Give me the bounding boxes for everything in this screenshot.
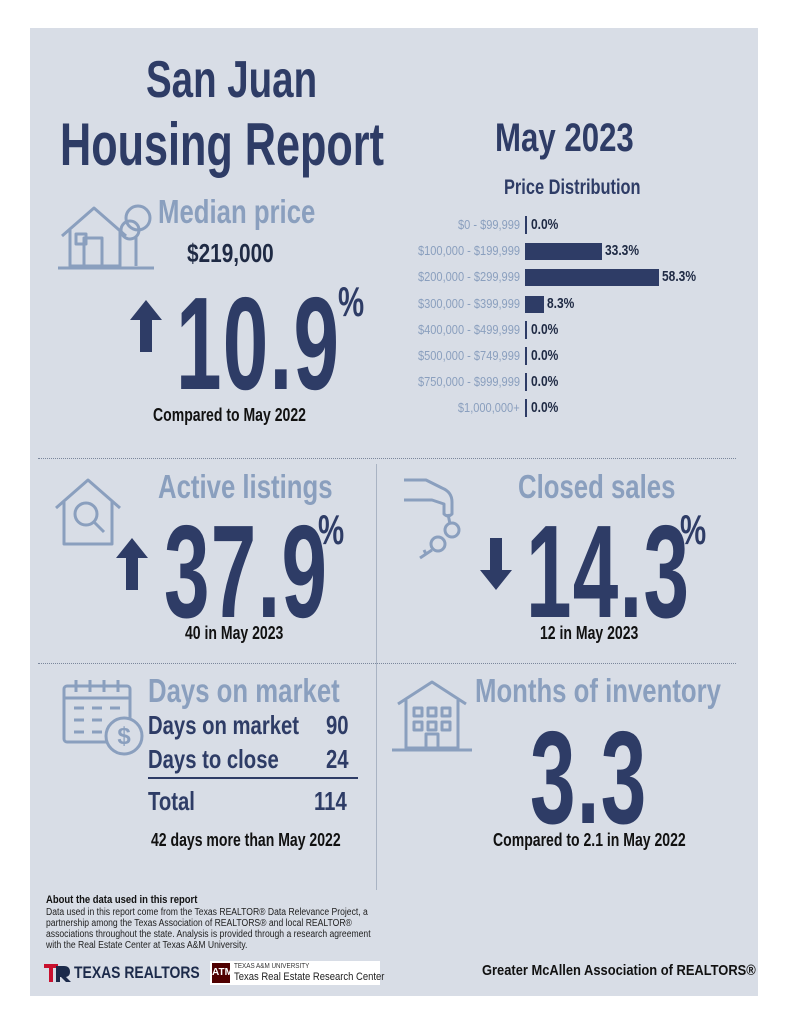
days-on-market-row-label: Days on market [148, 710, 300, 740]
distribution-zero-tick [525, 320, 527, 339]
distribution-row: $100,000 - $199,999 33.3% [392, 242, 732, 261]
closed-change-number: 14.3 [526, 498, 691, 645]
texas-realtors-logo-mark [44, 964, 71, 982]
distribution-bar [525, 295, 545, 313]
svg-text:$: $ [117, 723, 131, 750]
active-change-percent-sign: % [318, 506, 345, 553]
closed-sales-label: Closed sales [518, 468, 676, 505]
distribution-zero-tick [525, 347, 527, 365]
months-inventory-value: 3.3 [530, 704, 648, 851]
distribution-row: $400,000 - $499,999 0.0% [392, 320, 732, 339]
report-month: May 2023 [495, 116, 634, 160]
distribution-category-label: $400,000 - $499,999 [418, 321, 520, 337]
report-sheet: San Juan Housing Report May 2023 Median … [30, 28, 758, 996]
distribution-row: $0 - $99,999 0.0% [392, 216, 732, 234]
distribution-value-label: 0.0% [531, 399, 559, 417]
total-row-value: 114 [314, 786, 347, 816]
tamu-center-label: Texas Real Estate Research Center [234, 971, 385, 983]
distribution-value-label: 8.3% [547, 294, 575, 312]
distribution-category-label: $300,000 - $399,999 [418, 295, 520, 311]
calendar-dollar-icon: $ [62, 680, 144, 756]
distribution-category-label: $500,000 - $749,999 [418, 348, 520, 363]
median-price-label: Median price [158, 193, 316, 230]
distribution-row: $500,000 - $749,999 0.0% [392, 347, 732, 365]
distribution-zero-tick [525, 216, 527, 234]
city-title: San Juan [146, 51, 318, 109]
total-row-label: Total [148, 786, 195, 816]
arrow-up-icon [116, 538, 148, 590]
tamu-research-center-logo: ATM TEXAS A&M UNIVERSITY Texas Real Esta… [210, 961, 384, 985]
distribution-row: $1,000,000+ 0.0% [392, 399, 732, 418]
distribution-value-label: 0.0% [531, 347, 559, 364]
divider-1 [38, 458, 736, 459]
texas-realtors-logo-text: TEXAS REALTORS [74, 963, 200, 982]
association-name: Greater McAllen Association of REALTORS® [482, 962, 756, 979]
texas-realtors-logo: TEXAS REALTORS [44, 961, 200, 985]
about-heading: About the data used in this report [46, 894, 198, 906]
total-rule [148, 777, 358, 779]
report-title: Housing Report [60, 111, 384, 178]
median-comparison-caption: Compared to May 2022 [153, 405, 306, 425]
divider-vertical [376, 464, 377, 890]
active-listings-label: Active listings [158, 468, 333, 505]
active-caption: 40 in May 2023 [185, 623, 284, 643]
price-distribution-title: Price Distribution [504, 176, 641, 199]
days-to-close-row-label: Days to close [148, 744, 279, 774]
house-tree-icon [58, 204, 154, 270]
price-distribution-chart: Price Distribution $0 - $99,999 0.0% $100,0… [392, 176, 732, 451]
distribution-value-label: 0.0% [531, 320, 559, 338]
distribution-row: $750,000 - $999,999 0.0% [392, 373, 732, 392]
days-caption: 42 days more than May 2022 [151, 830, 341, 850]
inventory-caption: Compared to 2.1 in May 2022 [493, 830, 686, 850]
distribution-category-label: $200,000 - $299,999 [418, 269, 520, 285]
divider-2 [38, 663, 736, 664]
arrow-up-icon [130, 300, 162, 352]
days-on-market-row-value: 90 [326, 710, 349, 740]
median-change-percent-sign: % [338, 278, 365, 325]
days-on-market-label: Days on market [148, 672, 340, 709]
distribution-category-label: $100,000 - $199,999 [418, 243, 520, 259]
active-change-number: 37.9 [164, 498, 329, 645]
distribution-value-label: 33.3% [604, 242, 639, 260]
distribution-zero-tick [525, 373, 527, 392]
house-search-icon [55, 478, 121, 546]
distribution-bar [525, 269, 660, 287]
closed-caption: 12 in May 2023 [540, 623, 639, 643]
distribution-category-label: $1,000,000+ [458, 400, 520, 416]
distribution-zero-tick [525, 399, 527, 418]
distribution-value-label: 58.3% [662, 268, 697, 286]
about-text: Data used in this report come from the T… [46, 907, 371, 951]
distribution-value-label: 0.0% [531, 373, 559, 391]
distribution-category-label: $0 - $99,999 [457, 217, 520, 232]
distribution-value-label: 0.0% [531, 216, 559, 233]
distribution-row: $200,000 - $299,999 58.3% [392, 268, 732, 287]
distribution-category-label: $750,000 - $999,999 [418, 374, 520, 390]
tamu-logo-mark: ATM [212, 963, 233, 983]
building-icon [392, 680, 472, 752]
median-change-number: 10.9 [176, 270, 341, 417]
closed-change-percent-sign: % [680, 506, 707, 553]
arrow-down-icon [480, 538, 512, 590]
tamu-university-label: TEXAS A&M UNIVERSITY [234, 963, 310, 970]
distribution-bar [525, 243, 602, 261]
months-inventory-label: Months of inventory [475, 672, 721, 709]
days-to-close-row-value: 24 [326, 744, 349, 774]
median-price-value: $219,000 [187, 238, 274, 268]
hand-keys-icon [404, 478, 461, 560]
distribution-row: $300,000 - $399,999 8.3% [392, 295, 732, 313]
